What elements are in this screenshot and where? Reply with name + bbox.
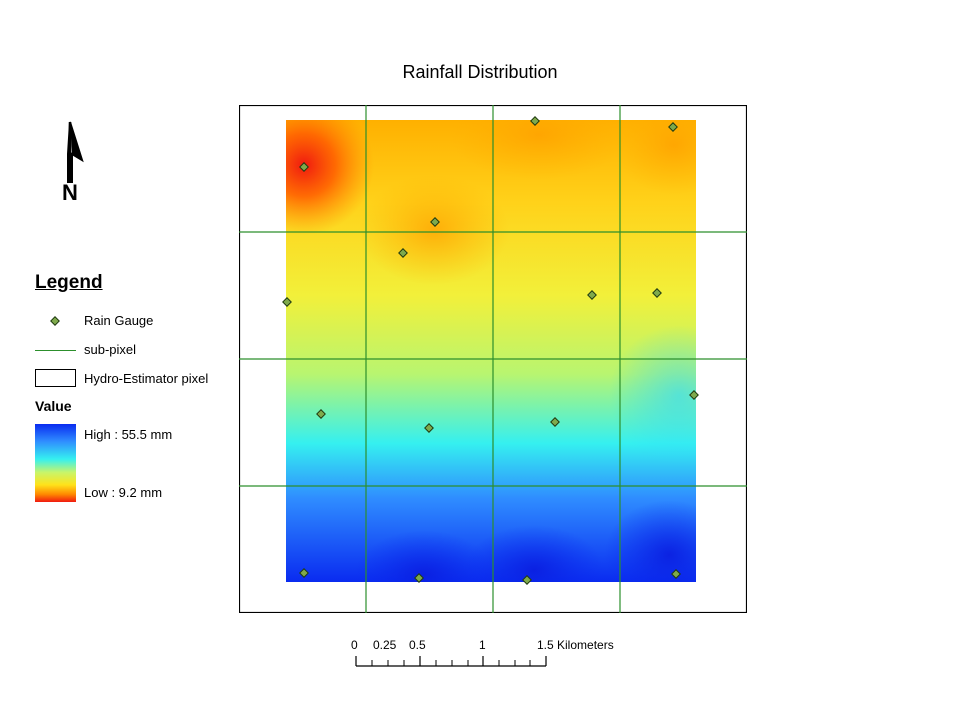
- legend-hydro-pixel-label: Hydro-Estimator pixel: [84, 371, 209, 386]
- map-title: Rainfall Distribution: [402, 62, 558, 82]
- scale-label-05: 0.5: [409, 638, 426, 652]
- rain-gauge: [671, 569, 681, 579]
- rain-gauge: [282, 297, 292, 307]
- ramp-low-label: Low : 9.2 mm: [84, 485, 163, 500]
- color-ramp: [35, 424, 76, 502]
- sub-pixel-grid: [239, 105, 747, 613]
- map-frame: [239, 105, 747, 613]
- rain-gauges: [282, 116, 699, 585]
- rain-gauge-icon: [50, 316, 60, 326]
- rain-gauge: [668, 122, 678, 132]
- value-title: Value: [35, 398, 72, 414]
- rain-gauge: [414, 573, 424, 583]
- legend-rain-gauge-label: Rain Gauge: [84, 313, 154, 328]
- scale-label-1: 1: [479, 638, 486, 652]
- scale-label-15: 1.5 Kilometers: [537, 638, 614, 652]
- north-label: N: [62, 180, 78, 205]
- legend-title: Legend: [35, 272, 103, 293]
- rainfall-raster: [286, 120, 696, 582]
- rain-gauge: [522, 575, 532, 585]
- scale-label-0: 0: [351, 638, 358, 652]
- rain-gauge: [299, 162, 309, 172]
- rain-gauge: [587, 290, 597, 300]
- rain-gauge: [430, 217, 440, 227]
- rain-gauge: [299, 568, 309, 578]
- ramp-high-label: High : 55.5 mm: [84, 427, 173, 442]
- north-arrow-icon: N: [62, 121, 84, 205]
- rain-gauge: [316, 409, 326, 419]
- rain-gauge: [398, 248, 408, 258]
- rain-gauge: [689, 390, 699, 400]
- scale-bar: [355, 656, 547, 667]
- scale-label-025: 0.25: [373, 638, 397, 652]
- rain-gauge: [424, 423, 434, 433]
- sub-pixel-line-icon: [35, 350, 76, 351]
- pixel-box-icon: [35, 369, 76, 387]
- legend-sub-pixel-label: sub-pixel: [84, 342, 137, 357]
- rain-gauge: [530, 116, 540, 126]
- rain-gauge: [652, 288, 662, 298]
- rain-gauge: [550, 417, 560, 427]
